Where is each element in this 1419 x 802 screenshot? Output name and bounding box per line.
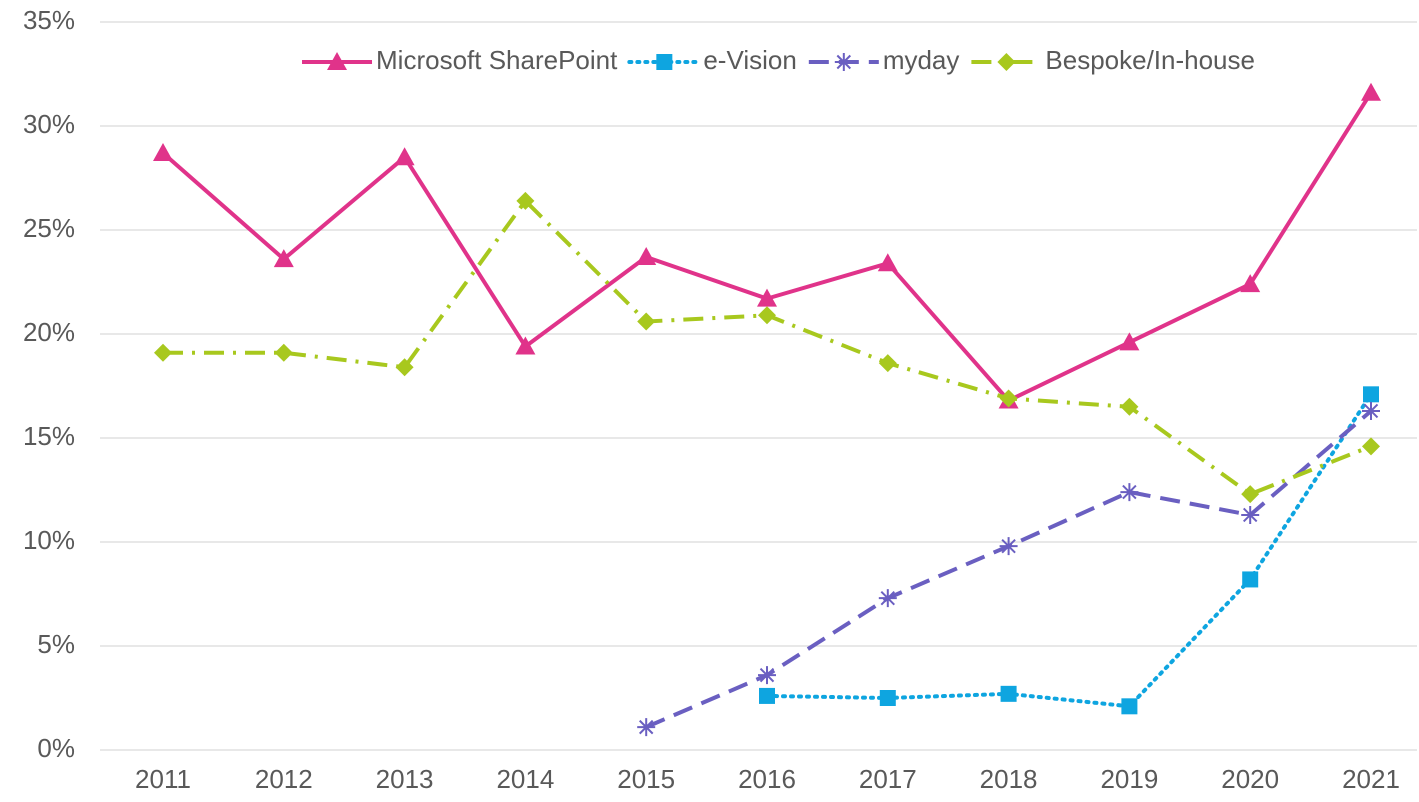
x-tick-label: 2014 — [496, 764, 554, 794]
marker — [395, 358, 414, 377]
legend-label: Bespoke/In-house — [1045, 45, 1255, 75]
marker — [273, 249, 294, 268]
marker — [515, 336, 536, 355]
x-tick-label: 2016 — [738, 764, 796, 794]
legend-label: Microsoft SharePoint — [376, 45, 618, 75]
series-line — [645, 409, 1373, 729]
marker — [1121, 698, 1138, 715]
marker — [1120, 397, 1139, 416]
series-line — [161, 91, 1373, 403]
marker — [656, 54, 673, 70]
legend: Microsoft SharePoint e-Vision myday Bespoke… — [302, 45, 1255, 75]
marker — [758, 306, 776, 325]
marker — [154, 343, 172, 362]
legend-label: e-Vision — [703, 45, 796, 75]
marker — [516, 191, 535, 210]
marker — [999, 389, 1018, 408]
marker — [834, 53, 853, 71]
marker — [1363, 386, 1379, 403]
marker — [637, 312, 656, 331]
y-tick-label: 15% — [23, 421, 75, 451]
marker — [637, 718, 656, 737]
marker — [1242, 571, 1259, 588]
marker — [1119, 332, 1140, 351]
marker — [878, 354, 897, 373]
marker — [327, 52, 348, 70]
marker — [394, 147, 415, 166]
marker — [758, 666, 776, 685]
marker — [757, 288, 777, 307]
marker — [878, 589, 897, 608]
x-tick-label: 2012 — [255, 764, 313, 794]
x-tick-label: 2021 — [1342, 764, 1400, 794]
series-line — [163, 198, 1372, 497]
x-tick-label: 2017 — [859, 764, 917, 794]
marker — [759, 687, 775, 704]
marker — [877, 253, 898, 272]
marker — [1362, 401, 1380, 420]
x-tick-label: 2013 — [376, 764, 434, 794]
x-tick-label: 2020 — [1221, 764, 1279, 794]
marker — [1240, 274, 1261, 293]
y-tick-label: 20% — [23, 317, 75, 347]
marker — [999, 537, 1018, 556]
x-tick-label: 2011 — [135, 764, 191, 794]
marker — [1241, 505, 1260, 524]
y-tick-label: 10% — [23, 525, 75, 555]
legend-label: myday — [883, 45, 960, 75]
y-tick-label: 30% — [23, 109, 75, 139]
marker — [274, 343, 293, 362]
marker — [636, 247, 657, 266]
x-tick-label: 2015 — [617, 764, 675, 794]
y-tick-label: 25% — [23, 213, 75, 243]
series-line — [765, 392, 1373, 709]
x-tick-label: 2018 — [980, 764, 1038, 794]
marker — [1362, 437, 1380, 456]
marker — [153, 143, 173, 162]
y-tick-label: 35% — [23, 5, 75, 35]
marker — [1361, 82, 1381, 101]
y-tick-label: 0% — [37, 733, 75, 763]
marker — [1241, 485, 1260, 504]
marker — [879, 690, 896, 706]
x-tick-label: 2019 — [1100, 764, 1158, 794]
marker — [1000, 685, 1017, 702]
y-tick-label: 5% — [37, 629, 75, 659]
marker — [997, 53, 1016, 71]
marker — [1120, 483, 1139, 502]
